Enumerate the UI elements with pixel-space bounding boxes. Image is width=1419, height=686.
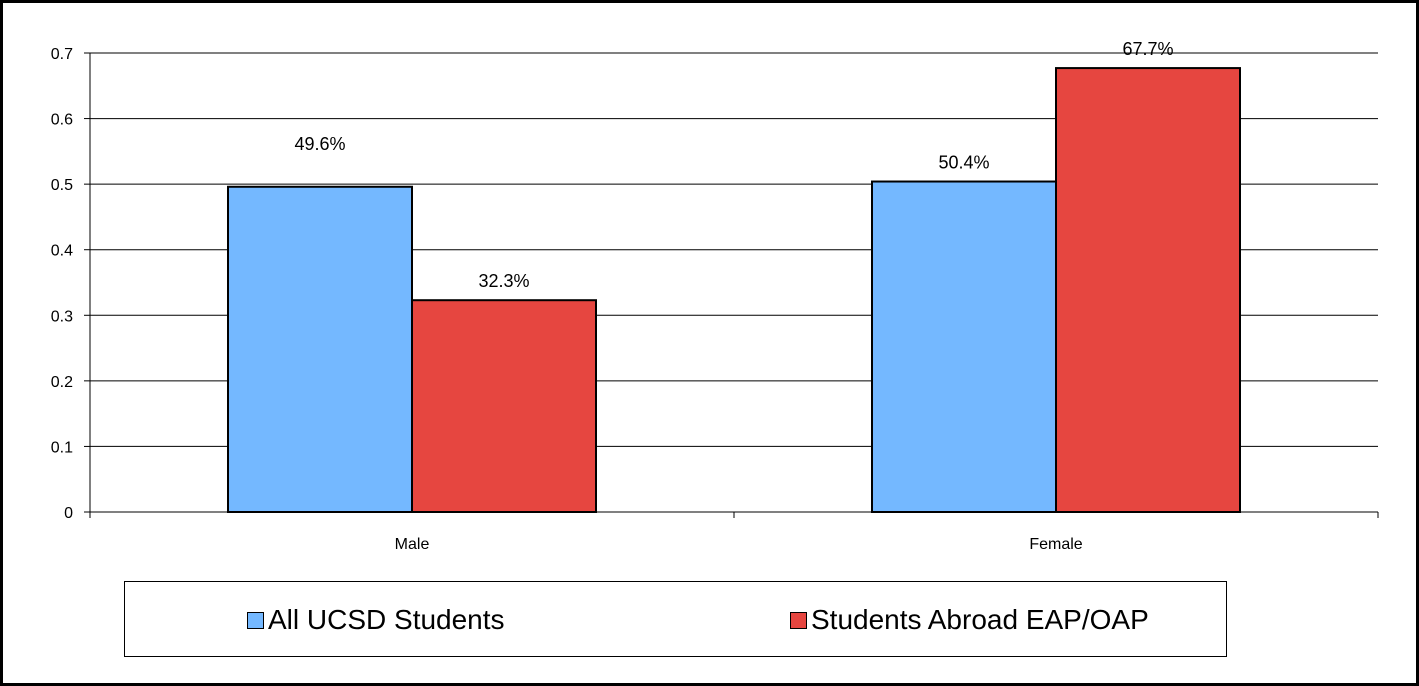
y-tick-label: 0.7 (51, 46, 73, 63)
legend: All UCSD Students Students Abroad EAP/OA… (124, 581, 1227, 657)
bar (227, 185, 413, 513)
y-tick-label: 0.1 (51, 439, 73, 456)
data-label: 50.4% (938, 153, 989, 173)
bar (411, 299, 597, 513)
y-tick-label: 0.2 (51, 374, 73, 391)
x-category-label: Male (395, 536, 430, 553)
legend-label-students-abroad: Students Abroad EAP/OAP (811, 604, 1149, 635)
bar (871, 180, 1057, 514)
data-label: 32.3% (478, 271, 529, 291)
y-tick-label: 0.3 (51, 308, 73, 325)
labels: 49.6% 32.3% Male 50.4% 67.7% Female (294, 39, 1173, 553)
bar-chart: 0 0.1 0.2 0.3 0.4 0.5 0.6 0.7 49.6% 32.3% Male 50.… (51, 39, 1379, 553)
legend-swatch-all-ucsd (247, 611, 264, 629)
legend-swatch-students-abroad (790, 611, 807, 629)
y-tick-label: 0.4 (51, 243, 73, 260)
y-tick-label: 0.5 (51, 177, 73, 194)
x-category-label: Female (1029, 536, 1082, 553)
data-label: 67.7% (1122, 39, 1173, 59)
bars (227, 67, 1241, 514)
data-label: 49.6% (294, 134, 345, 154)
bar (1055, 67, 1241, 514)
legend-item-all-ucsd: All UCSD Students (247, 582, 505, 658)
y-tick-label: 0.6 (51, 112, 73, 129)
y-tick-label: 0 (64, 505, 73, 522)
legend-item-students-abroad: Students Abroad EAP/OAP (790, 582, 1149, 658)
legend-label-all-ucsd: All UCSD Students (268, 604, 505, 635)
